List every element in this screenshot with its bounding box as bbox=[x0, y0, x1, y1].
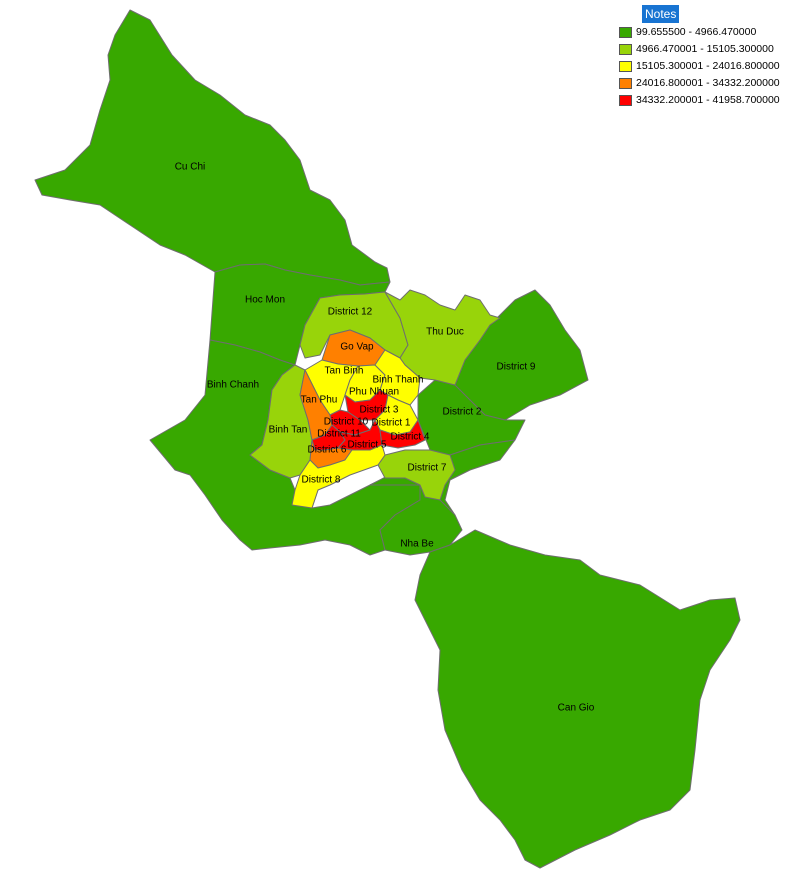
label-district-12: District 12 bbox=[328, 307, 373, 318]
district-4[interactable] bbox=[379, 419, 426, 449]
label-district-10: District 10 bbox=[324, 417, 369, 428]
legend: Notes 99.655500 - 4966.470000 4966.47000… bbox=[618, 5, 796, 108]
legend-label: 24016.800001 - 34332.200000 bbox=[636, 77, 780, 89]
label-district-8: District 8 bbox=[302, 475, 341, 486]
legend-label: 34332.200001 - 41958.700000 bbox=[636, 94, 780, 106]
legend-row: 34332.200001 - 41958.700000 bbox=[618, 92, 796, 108]
legend-swatch bbox=[619, 43, 632, 55]
label-district-11: District 11 bbox=[317, 429, 361, 440]
label-cu-chi: Cu Chi bbox=[175, 162, 206, 173]
label-district-1: District 1 bbox=[372, 418, 411, 429]
legend-swatch bbox=[619, 26, 632, 38]
legend-title: Notes bbox=[642, 5, 680, 23]
district-binh-thanh[interactable] bbox=[374, 349, 421, 406]
legend-swatch bbox=[619, 77, 632, 89]
label-binh-tan: Binh Tan bbox=[269, 425, 308, 436]
label-district-4: District 4 bbox=[391, 432, 430, 443]
legend-label: 4966.470001 - 15105.300000 bbox=[636, 43, 774, 55]
legend-label: 15105.300001 - 24016.800000 bbox=[636, 60, 780, 72]
label-phu-nhuan: Phu Nhuan bbox=[349, 387, 399, 398]
legend-swatch bbox=[619, 60, 632, 72]
label-district-6: District 6 bbox=[308, 445, 347, 456]
district-7[interactable] bbox=[377, 449, 456, 501]
label-go-vap: Go Vap bbox=[340, 342, 374, 353]
legend-label: 99.655500 - 4966.470000 bbox=[636, 26, 757, 38]
label-can-gio: Can Gio bbox=[558, 703, 595, 714]
label-tan-phu: Tan Phu bbox=[301, 395, 338, 406]
label-binh-thanh: Binh Thanh bbox=[373, 375, 424, 386]
label-district-7: District 7 bbox=[408, 463, 447, 474]
label-district-5: District 5 bbox=[348, 440, 387, 451]
label-nha-be: Nha Be bbox=[400, 539, 434, 550]
label-district-2: District 2 bbox=[443, 407, 482, 418]
legend-row: 99.655500 - 4966.470000 bbox=[618, 24, 796, 40]
label-tan-binh: Tan Binh bbox=[325, 366, 364, 377]
label-thu-duc: Thu Duc bbox=[426, 327, 464, 338]
legend-row: 4966.470001 - 15105.300000 bbox=[618, 41, 796, 57]
label-district-3: District 3 bbox=[360, 405, 399, 416]
legend-row: 15105.300001 - 24016.800000 bbox=[618, 58, 796, 74]
district-can-gio[interactable] bbox=[414, 529, 741, 869]
label-binh-chanh: Binh Chanh bbox=[207, 380, 259, 391]
label-district-9: District 9 bbox=[497, 362, 536, 373]
legend-swatch bbox=[619, 94, 632, 106]
district-cu-chi[interactable] bbox=[34, 9, 391, 286]
legend-row: 24016.800001 - 34332.200000 bbox=[618, 75, 796, 91]
label-hoc-mon: Hoc Mon bbox=[245, 295, 285, 306]
district-8[interactable] bbox=[291, 444, 386, 509]
